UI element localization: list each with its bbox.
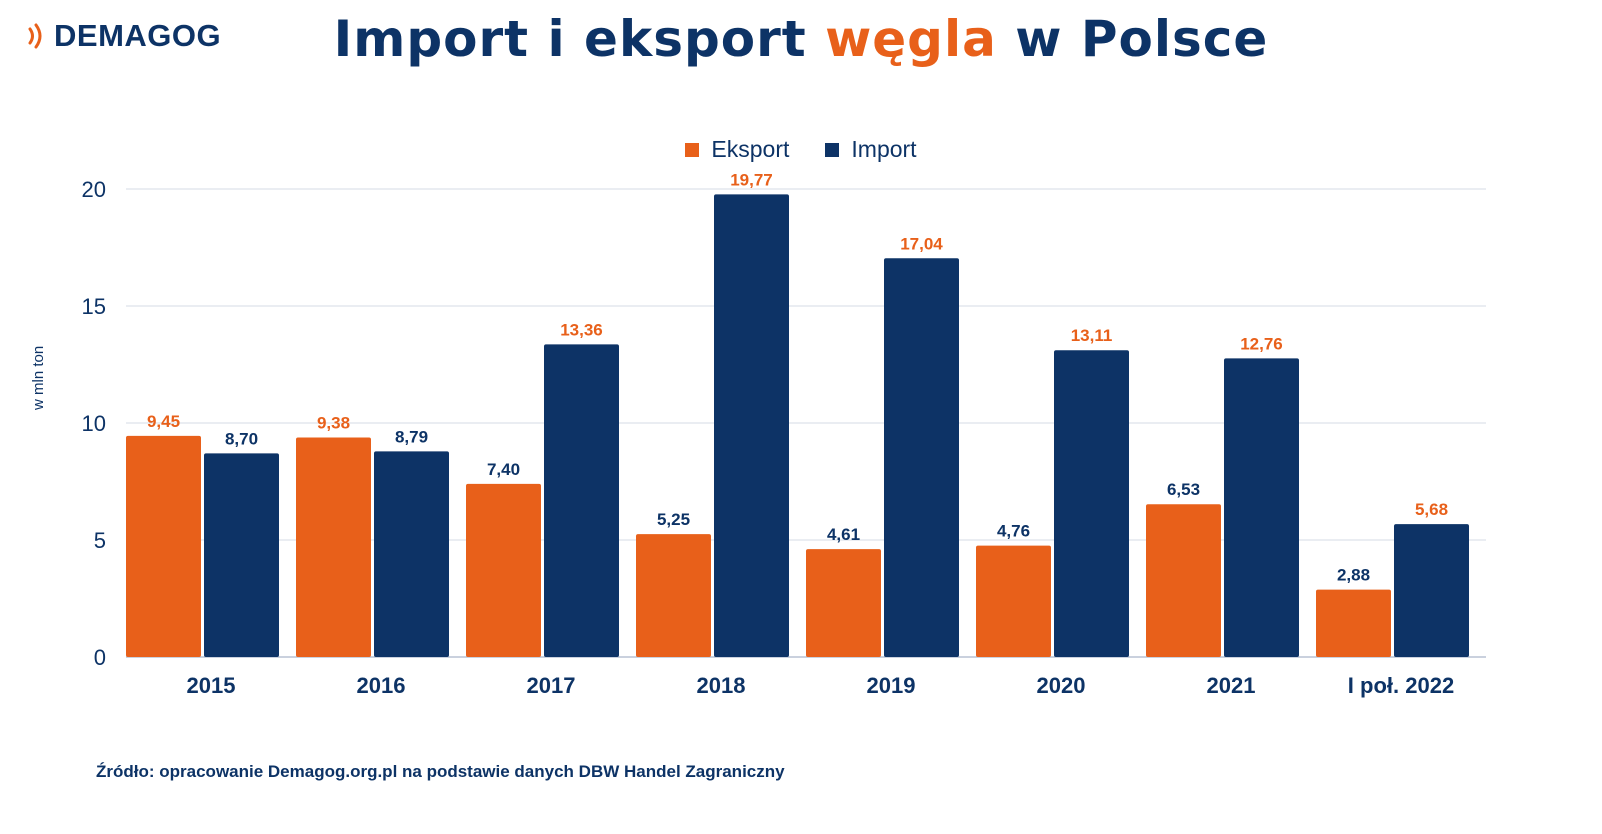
x-tick-label: 2018: [697, 673, 746, 698]
legend-label-import: Import: [851, 136, 917, 162]
legend-label-export: Eksport: [711, 136, 790, 162]
data-label: 19,77: [730, 170, 773, 189]
data-label: 7,40: [487, 460, 520, 479]
data-label: 13,36: [560, 320, 603, 339]
bar-import: [1224, 358, 1299, 657]
title-accent: węgla: [825, 10, 997, 68]
bar-export: [126, 435, 201, 657]
x-tick-label: 2021: [1207, 673, 1256, 698]
x-tick-label: 2016: [357, 673, 406, 698]
data-label: 4,61: [827, 525, 860, 544]
data-label: 8,70: [225, 429, 258, 448]
bar-export: [466, 483, 541, 657]
x-tick-label: I poł. 2022: [1348, 673, 1454, 698]
bar-import: [884, 258, 959, 657]
data-label: 6,53: [1167, 480, 1200, 499]
source-note: Źródło: opracowanie Demagog.org.pl na po…: [96, 762, 785, 781]
bar-export: [1316, 589, 1391, 657]
legend-item-import: Import: [825, 136, 917, 163]
y-tick-label: 0: [94, 645, 106, 670]
page-title: Import i eksport węgla w Polsce: [0, 10, 1602, 68]
signal-icon: [28, 23, 42, 49]
bar-import: [374, 451, 449, 657]
bar-export: [1146, 504, 1221, 657]
bar-import: [544, 344, 619, 657]
legend-item-export: Eksport: [685, 136, 789, 163]
bar-export: [806, 549, 881, 657]
y-tick-label: 10: [82, 411, 106, 436]
x-tick-label: 2017: [527, 673, 576, 698]
data-label: 5,68: [1415, 500, 1448, 519]
bar-export: [296, 437, 371, 657]
chart-legend: Eksport Import: [0, 136, 1602, 163]
title-part-1: Import i eksport: [333, 10, 807, 68]
data-label: 4,76: [997, 522, 1030, 541]
brand-logo: DEMAGOG: [26, 18, 221, 54]
title-part-2: w Polsce: [1015, 10, 1269, 68]
bar-export: [636, 534, 711, 657]
x-tick-label: 2015: [187, 673, 236, 698]
data-label: 9,45: [147, 412, 180, 431]
data-label: 8,79: [395, 427, 428, 446]
legend-swatch-export: [685, 142, 700, 157]
data-label: 12,76: [1240, 334, 1283, 353]
bar-import: [1394, 524, 1469, 657]
legend-swatch-import: [825, 142, 840, 157]
logo-text: DEMAGOG: [54, 18, 222, 53]
x-tick-label: 2020: [1037, 673, 1086, 698]
data-label: 17,04: [900, 234, 943, 253]
data-label: 2,88: [1337, 566, 1370, 585]
y-tick-label: 20: [82, 177, 106, 202]
x-tick-label: 2019: [867, 673, 916, 698]
bar-import: [1054, 350, 1129, 657]
data-label: 13,11: [1071, 326, 1113, 345]
bar-import: [204, 453, 279, 657]
data-label: 5,25: [657, 510, 690, 529]
y-tick-label: 5: [94, 528, 106, 553]
bar-export: [976, 545, 1051, 657]
y-tick-label: 15: [82, 294, 106, 319]
data-label: 9,38: [317, 414, 350, 433]
bar-import: [714, 194, 789, 657]
